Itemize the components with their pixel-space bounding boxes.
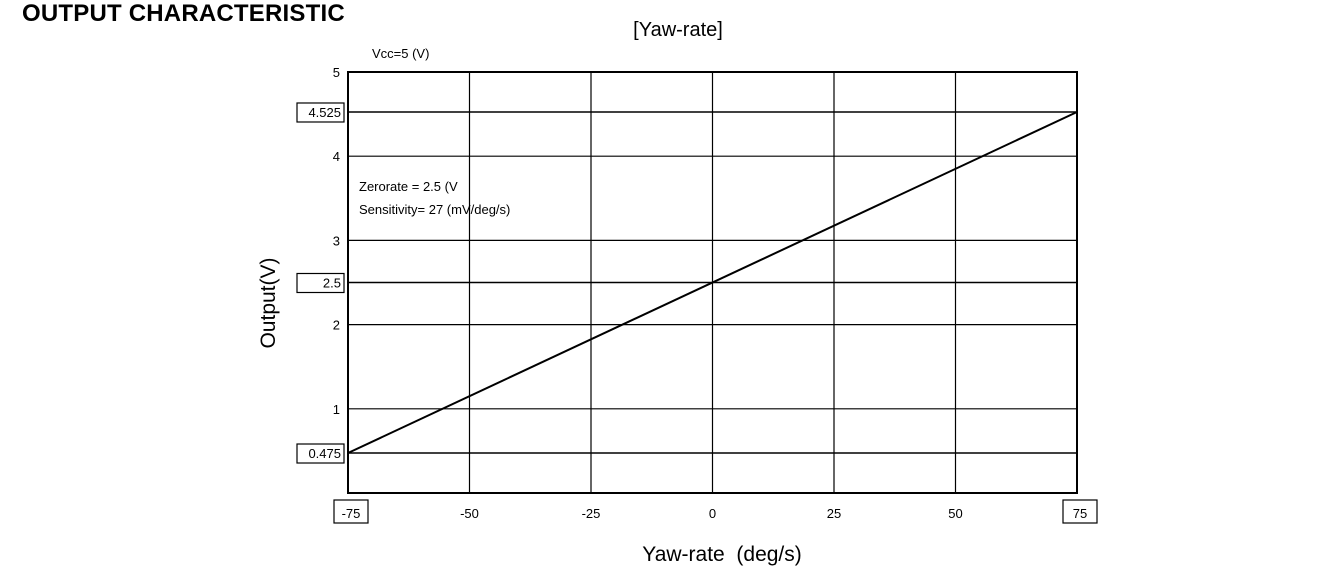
series-layer: [347, 111, 1078, 454]
annotation-sensitivity: Sensitivity= 27 (mV/deg/s): [359, 202, 510, 217]
y-axis-label: Output(V): [257, 257, 280, 348]
x-axis-label: Yaw-rate (deg/s): [642, 543, 802, 566]
y-tick-label: 5: [333, 65, 340, 80]
annotation-zerorate: Zerorate = 2.5 (V: [359, 179, 458, 194]
x-tick-label: -50: [460, 506, 479, 521]
y-tick-label-boxed: 4.525: [308, 105, 341, 120]
page-title: OUTPUT CHARACTERISTIC: [22, 0, 345, 27]
y-tick-box: [296, 102, 345, 123]
y-tick-label: 2: [333, 318, 340, 333]
y-tick-labels: 1 2 3 4 5 0.475 2.5 4.525: [296, 65, 345, 464]
x-tick-labels: -75 -50 -25 0 25 50 75: [333, 499, 1098, 524]
y-tick-label: 4: [333, 149, 340, 164]
x-tick-label: 25: [827, 506, 841, 521]
x-tick-label-boxed: 75: [1073, 506, 1087, 521]
y-tick-label-boxed: 2.5: [323, 276, 341, 291]
x-tick-box: [1062, 499, 1098, 524]
x-tick-label: 50: [948, 506, 962, 521]
series-line: [347, 111, 1078, 454]
x-tick-box: [333, 499, 369, 524]
x-tick-label: -25: [582, 506, 601, 521]
chart-title: [Yaw-rate]: [633, 19, 723, 41]
x-tick-label-boxed: -75: [342, 506, 361, 521]
y-tick-label: 1: [333, 402, 340, 417]
x-tick-label: 0: [709, 506, 716, 521]
y-tick-box: [296, 443, 345, 464]
y-tick-box: [296, 272, 345, 294]
chart-subtitle: Vcc=5 (V): [372, 46, 429, 61]
y-tick-label-boxed: 0.475: [308, 446, 341, 461]
y-tick-label: 3: [333, 233, 340, 248]
plot-frame: [347, 71, 1078, 494]
